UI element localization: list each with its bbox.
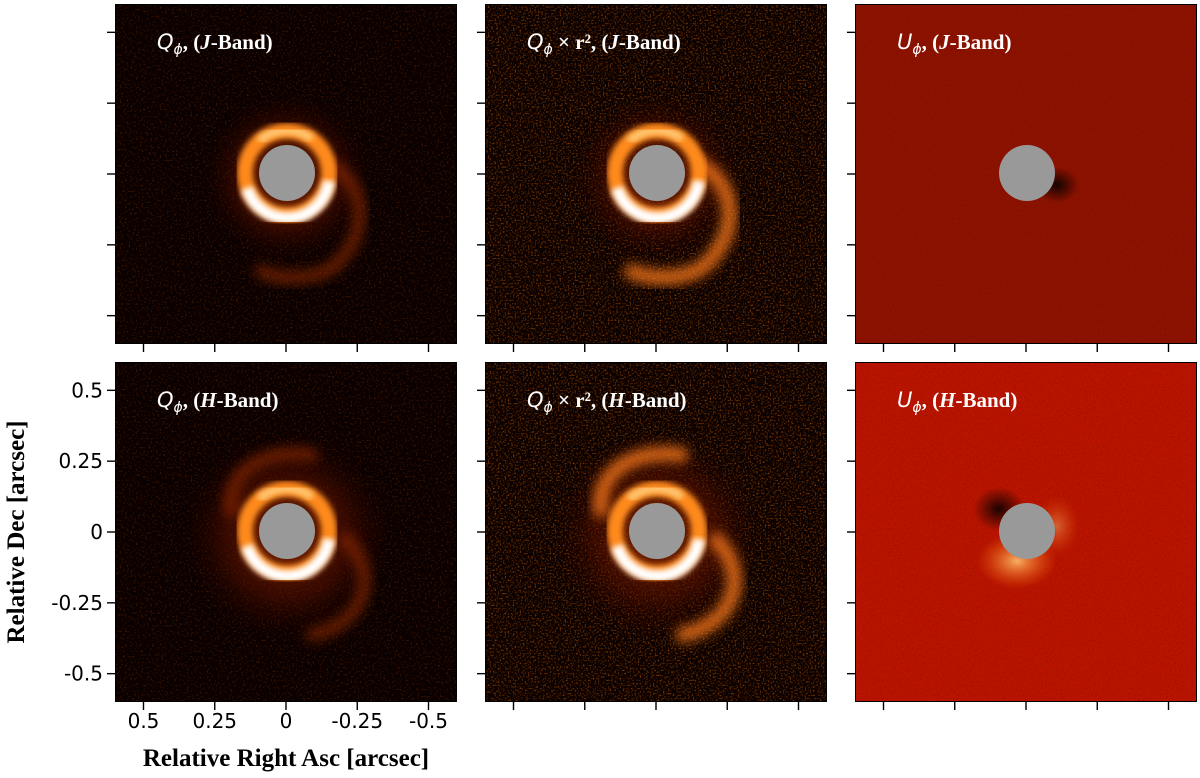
bright-crescent [611, 538, 705, 583]
panel-title: Qϕ, (J-Band) [157, 30, 273, 58]
spiral-arm [622, 156, 737, 285]
y-tick-label: 0.25 [58, 449, 103, 473]
panel-title: Uϕ, (H-Band) [897, 388, 1017, 416]
panel-frame [485, 362, 827, 702]
panel-frame [855, 4, 1197, 344]
upper-rim [626, 484, 685, 503]
x-tick-label: -0.25 [331, 709, 383, 733]
panel-r2c2: Qϕ × r², (H-Band) [485, 362, 827, 702]
upper-rim [256, 484, 315, 503]
x-tick-label: 0 [280, 709, 293, 733]
panel-frame [115, 4, 457, 344]
spiral-arm [593, 446, 742, 643]
coronagraph-mask [629, 145, 685, 201]
spiral-arm [224, 447, 371, 642]
coronagraph-mask [999, 145, 1055, 201]
coronagraph-mask [259, 145, 315, 201]
panel-title: Qϕ × r², (J-Band) [527, 30, 681, 58]
panel-frame [115, 362, 457, 702]
x-axis-label: Relative Right Asc [arcsec] [143, 745, 429, 772]
panel-title: Uϕ, (J-Band) [897, 30, 1011, 58]
y-tick-label: -0.5 [64, 662, 103, 686]
y-tick-label: -0.25 [51, 591, 103, 615]
panel-title: Qϕ, (H-Band) [157, 388, 278, 416]
coronagraph-mask [999, 503, 1055, 559]
panel-frame [485, 4, 827, 344]
spiral-arm [252, 157, 366, 284]
upper-rim [626, 126, 685, 145]
y-tick-label: 0 [90, 520, 103, 544]
y-tick-label: 0.5 [71, 378, 103, 402]
coronagraph-mask [629, 503, 685, 559]
y-axis-label: Relative Dec [arcsec] [3, 420, 30, 643]
panel-r1c2: Qϕ × r², (J-Band) [485, 4, 827, 344]
bright-crescent [241, 180, 335, 225]
coronagraph-mask [259, 503, 315, 559]
x-tick-label: 0.25 [192, 709, 237, 733]
bright-crescent [241, 538, 335, 583]
panel-frame [855, 362, 1197, 702]
panel-r2c3: Uϕ, (H-Band) [855, 362, 1197, 702]
panel-r1c1: Qϕ, (J-Band) [115, 4, 457, 344]
bright-crescent [611, 180, 705, 225]
panel-r2c1: Qϕ, (H-Band) [115, 362, 457, 702]
x-tick-label: 0.5 [128, 709, 160, 733]
panel-title: Qϕ × r², (H-Band) [527, 388, 687, 416]
x-tick-label: -0.5 [409, 709, 448, 733]
panel-r1c3: Uϕ, (J-Band) [855, 4, 1197, 344]
upper-rim [256, 126, 315, 145]
